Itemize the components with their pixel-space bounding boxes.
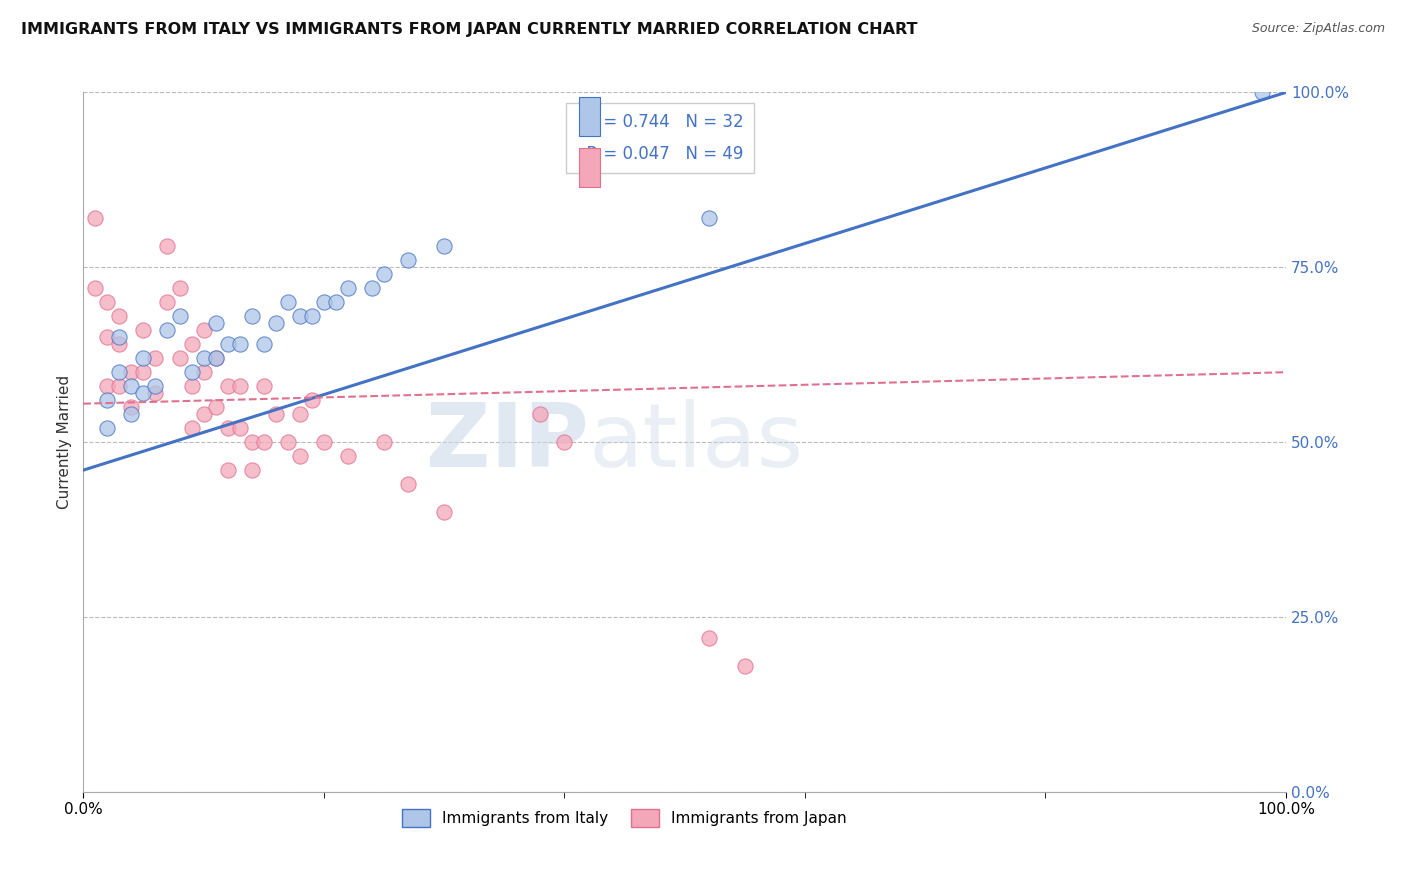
Point: [361, 281, 384, 295]
Text: R = 0.744   N = 32
  R = 0.047   N = 49: R = 0.744 N = 32 R = 0.047 N = 49: [576, 113, 744, 163]
Point: [288, 449, 311, 463]
Point: [145, 379, 167, 393]
Point: [373, 435, 395, 450]
Point: [1251, 86, 1274, 100]
FancyBboxPatch shape: [579, 97, 600, 136]
Point: [108, 310, 131, 324]
Point: [336, 449, 359, 463]
Point: [96, 421, 118, 435]
Point: [253, 379, 276, 393]
Point: [180, 337, 202, 351]
FancyBboxPatch shape: [579, 148, 600, 186]
Point: [240, 310, 263, 324]
Point: [108, 365, 131, 379]
Point: [169, 281, 191, 295]
Point: [301, 310, 323, 324]
Point: [84, 281, 107, 295]
Point: [228, 379, 250, 393]
Point: [193, 323, 215, 337]
Point: [288, 310, 311, 324]
Point: [312, 435, 335, 450]
Point: [132, 386, 155, 401]
Point: [396, 253, 419, 268]
Point: [193, 365, 215, 379]
Point: [132, 365, 155, 379]
Text: IMMIGRANTS FROM ITALY VS IMMIGRANTS FROM JAPAN CURRENTLY MARRIED CORRELATION CHA: IMMIGRANTS FROM ITALY VS IMMIGRANTS FROM…: [21, 22, 918, 37]
Point: [96, 295, 118, 310]
Point: [96, 393, 118, 408]
Point: [204, 351, 226, 366]
Point: [132, 351, 155, 366]
Text: ZIP: ZIP: [426, 399, 589, 485]
Point: [156, 323, 179, 337]
Point: [108, 330, 131, 344]
Point: [529, 407, 551, 421]
Point: [96, 379, 118, 393]
Point: [108, 379, 131, 393]
Point: [264, 316, 287, 330]
Point: [240, 463, 263, 477]
Point: [204, 316, 226, 330]
Point: [336, 281, 359, 295]
Point: [734, 659, 756, 673]
Point: [697, 631, 720, 645]
Point: [228, 421, 250, 435]
Point: [193, 407, 215, 421]
Point: [120, 379, 142, 393]
Point: [120, 400, 142, 414]
Point: [84, 211, 107, 226]
Point: [217, 421, 239, 435]
Point: [373, 267, 395, 281]
Point: [204, 351, 226, 366]
Point: [156, 295, 179, 310]
Point: [697, 211, 720, 226]
Point: [169, 310, 191, 324]
Point: [204, 400, 226, 414]
Point: [217, 379, 239, 393]
Legend: Immigrants from Italy, Immigrants from Japan: Immigrants from Italy, Immigrants from J…: [396, 803, 852, 833]
Point: [180, 379, 202, 393]
Point: [325, 295, 347, 310]
Point: [253, 337, 276, 351]
Point: [433, 505, 456, 519]
Point: [180, 365, 202, 379]
Point: [277, 295, 299, 310]
Y-axis label: Currently Married: Currently Married: [58, 376, 72, 509]
Point: [193, 351, 215, 366]
Point: [240, 435, 263, 450]
Point: [169, 351, 191, 366]
Point: [120, 407, 142, 421]
Point: [277, 435, 299, 450]
Point: [264, 407, 287, 421]
Point: [301, 393, 323, 408]
Point: [433, 239, 456, 253]
Point: [312, 295, 335, 310]
Text: Source: ZipAtlas.com: Source: ZipAtlas.com: [1251, 22, 1385, 36]
Point: [180, 421, 202, 435]
Point: [217, 463, 239, 477]
Point: [156, 239, 179, 253]
Point: [108, 337, 131, 351]
Point: [253, 435, 276, 450]
Point: [96, 330, 118, 344]
Point: [132, 323, 155, 337]
Point: [145, 351, 167, 366]
Point: [228, 337, 250, 351]
Point: [145, 386, 167, 401]
Text: atlas: atlas: [589, 399, 804, 485]
Point: [217, 337, 239, 351]
Point: [120, 365, 142, 379]
Point: [553, 435, 575, 450]
Point: [396, 477, 419, 491]
Point: [288, 407, 311, 421]
